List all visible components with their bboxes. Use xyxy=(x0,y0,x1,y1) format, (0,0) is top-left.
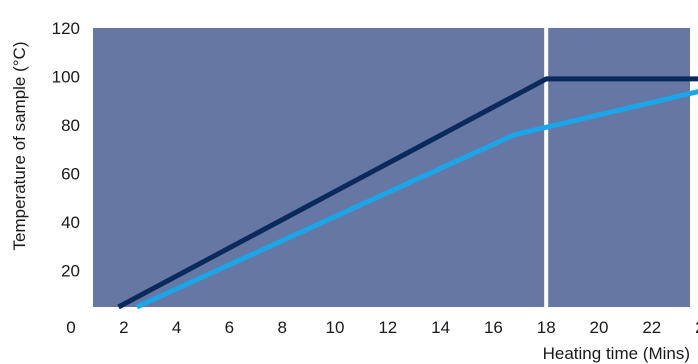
y-tick-label: 20 xyxy=(61,262,80,281)
y-tick-label: 60 xyxy=(61,165,80,184)
y-tick-label: 100 xyxy=(52,68,80,87)
y-tick-label: 40 xyxy=(61,213,80,232)
series-line-1 xyxy=(117,76,698,310)
x-axis-label: Heating time (Mins) xyxy=(543,344,690,363)
x-tick-label: 8 xyxy=(277,318,286,337)
x-tick-label: 2 xyxy=(119,318,128,337)
x-tick-label: 0 xyxy=(66,318,75,337)
x-tick-label: 16 xyxy=(484,318,503,337)
x-axis-ticks: 024681012141618202224262830 xyxy=(66,318,698,337)
x-tick-label: 14 xyxy=(431,318,450,337)
y-tick-label: 80 xyxy=(61,116,80,135)
x-tick-label: 18 xyxy=(537,318,556,337)
x-tick-label: 10 xyxy=(326,318,345,337)
x-tick-label: 22 xyxy=(642,318,661,337)
y-axis-label: Temperature of sample (°C) xyxy=(10,42,29,251)
x-tick-label: 6 xyxy=(225,318,234,337)
series-line-2 xyxy=(135,89,698,310)
y-tick-label: 120 xyxy=(52,19,80,38)
x-tick-label: 4 xyxy=(172,318,181,337)
series-layer xyxy=(117,76,698,310)
x-tick-label: 12 xyxy=(378,318,397,337)
x-tick-label: 20 xyxy=(590,318,609,337)
plot-area xyxy=(93,28,690,307)
x-tick-label: 24 xyxy=(695,318,698,337)
plot-separators xyxy=(544,28,549,307)
y-axis-ticks: 20 40 60 80 100 120 xyxy=(52,19,80,281)
